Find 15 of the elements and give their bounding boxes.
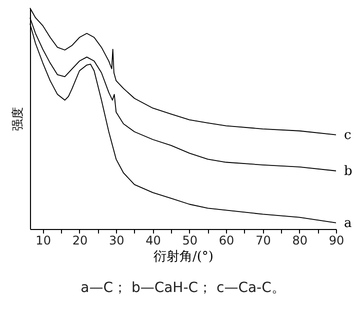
x-tick-label: 20: [72, 234, 88, 248]
y-axis-title: 强度: [10, 107, 24, 131]
series-label: b: [344, 164, 352, 179]
x-tick-label: 10: [36, 234, 51, 248]
x-tick-label: 90: [328, 234, 344, 248]
x-tick-label: 70: [256, 234, 271, 248]
x-tick-label: 80: [292, 234, 308, 248]
x-axis-title: 衍射角/(°): [153, 250, 214, 264]
x-tick-label: 60: [218, 234, 234, 248]
series-label: a: [344, 216, 352, 231]
series-label: c: [344, 128, 352, 143]
x-tick-label: 40: [146, 234, 161, 248]
x-tick-label: 30: [108, 234, 124, 248]
x-tick-label: 50: [182, 234, 198, 248]
text: a—C； b—CaH-C； c—Ca-C。: [80, 280, 286, 296]
